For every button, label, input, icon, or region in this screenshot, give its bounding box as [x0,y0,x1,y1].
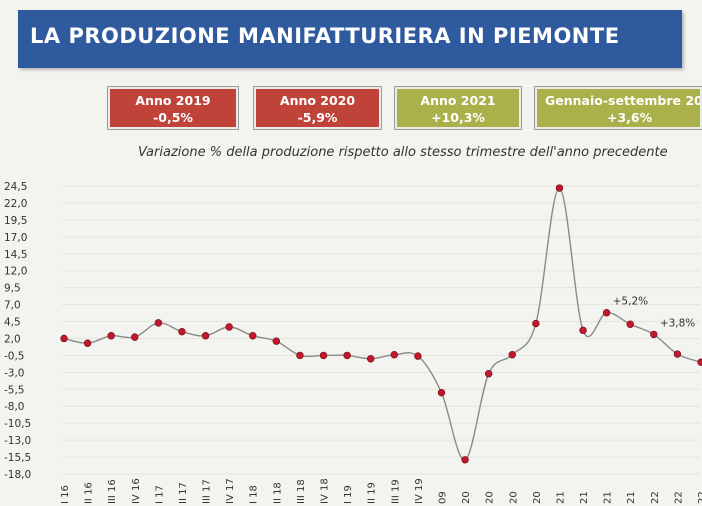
data-point [154,319,163,327]
summary-box-2019: Anno 2019 -0,5% [107,86,239,130]
x-tick-label: I 18 [249,485,260,504]
data-point [579,326,587,335]
x-tick-label: 09 [437,491,448,504]
y-tick-label: 9,5 [4,283,21,295]
data-point [414,352,422,360]
x-tick-label: IV 18 [320,478,331,504]
y-tick-label: 4,5 [4,317,21,329]
y-tick-label: 22,0 [4,198,27,210]
y-tick-label: 17,0 [4,232,27,244]
data-point [508,351,516,359]
y-tick-label: 7,0 [4,300,21,312]
x-tick-label: II 17 [178,482,189,504]
data-point [532,319,540,328]
y-tick-label: 19,5 [4,215,27,227]
y-tick-label: -0,5 [4,350,25,362]
x-tick-label: I 16 [60,485,71,504]
x-tick-label: IV 17 [225,478,236,504]
data-points [60,184,702,464]
x-axis-ticks: I 16 II 16 III 16 IV 16 I 17 II 17 III 17 IV 17… [60,478,702,504]
data-label: +3,8% [660,317,695,329]
x-tick-label: II 19 [367,482,378,504]
summary-box-2020: Anno 2020 -5,9% [253,86,382,130]
grid-lines [62,185,700,475]
series-line [63,187,702,461]
summary-box-value: -0,5% [153,110,193,125]
x-tick-label: 20 [508,491,519,504]
chart-title: Variazione % della produzione rispetto a… [138,145,668,160]
data-point [319,351,328,360]
x-tick-label: III 17 [202,479,213,504]
y-tick-label: 2,0 [4,333,21,345]
data-point [555,184,564,192]
x-tick-label: 20 [485,491,496,504]
data-point [626,320,634,328]
data-point [178,327,186,336]
x-tick-label: 22 [673,491,684,504]
data-point [83,339,92,347]
x-tick-label: 22 [650,491,661,504]
data-labels: +5,2%+3,8%+ [613,296,696,330]
y-tick-label: 14,5 [4,249,27,261]
x-tick-label: 22 [697,491,702,504]
y-tick-label: -10,5 [4,418,31,430]
x-tick-label: 21 [579,491,590,504]
y-tick-label: -3,0 [4,367,25,379]
data-point [461,456,469,464]
summary-box-label: Anno 2020 [279,93,356,108]
title-bar: LA PRODUZIONE MANIFATTURIERA IN PIEMONTE [18,10,682,68]
x-tick-label: 20 [461,491,472,504]
data-point [272,337,281,345]
x-tick-label: IV 19 [414,478,425,504]
summary-box-label: Gennaio-settembre 2022 [545,93,702,108]
x-tick-label: I 17 [154,485,165,504]
data-point [131,333,139,341]
summary-box-2022: Gennaio-settembre 2022 +3,6% [534,86,702,130]
x-tick-label: I 19 [343,485,354,504]
summary-box-value: -5,9% [297,110,338,125]
data-point [201,332,210,340]
data-point [60,334,68,343]
data-point [673,350,682,358]
y-tick-label: -13,0 [4,435,31,447]
x-tick-label: II 18 [272,482,283,504]
summary-box-value: +3,6% [607,110,653,125]
y-tick-label: -8,0 [4,401,25,413]
summary-box-label: Anno 2021 [420,93,496,108]
data-point [437,388,446,397]
data-point [249,332,257,340]
data-point [484,370,493,378]
data-label: +5,2% [613,296,648,308]
data-point [602,309,611,317]
line-chart: 24,5 22,0 19,5 17,0 14,5 12,0 9,5 7,0 4,5 2,0 -0,5… [4,181,702,504]
x-tick-label: II 16 [84,482,95,504]
x-tick-label: 21 [603,491,614,504]
y-tick-label: 24,5 [4,181,27,193]
summary-box-label: Anno 2019 [135,93,211,108]
summary-box-2021: Anno 2021 +10,3% [394,86,522,130]
data-point [296,351,304,360]
data-point [697,358,702,366]
data-point [367,355,375,363]
y-tick-label: 12,0 [4,266,27,278]
y-tick-label: -5,5 [4,384,25,396]
data-point [390,351,398,359]
y-axis-ticks: 24,5 22,0 19,5 17,0 14,5 12,0 9,5 7,0 4,5 2,0 -0,5… [4,181,31,481]
y-tick-label: -18,0 [4,469,31,481]
x-tick-label: IV 16 [131,478,142,504]
x-tick-label: III 18 [296,479,307,504]
x-tick-label: 21 [555,491,566,504]
x-tick-label: 21 [626,491,637,504]
data-point [225,323,233,331]
data-point [107,332,115,340]
y-tick-label: -15,5 [4,452,31,464]
page-title: LA PRODUZIONE MANIFATTURIERA IN PIEMONTE [30,24,620,48]
summary-box-value: +10,3% [431,110,485,125]
x-tick-label: III 19 [390,479,401,504]
data-point [343,351,351,360]
data-point [650,330,658,339]
x-tick-label: III 16 [107,479,118,504]
x-tick-label: 20 [532,491,543,504]
